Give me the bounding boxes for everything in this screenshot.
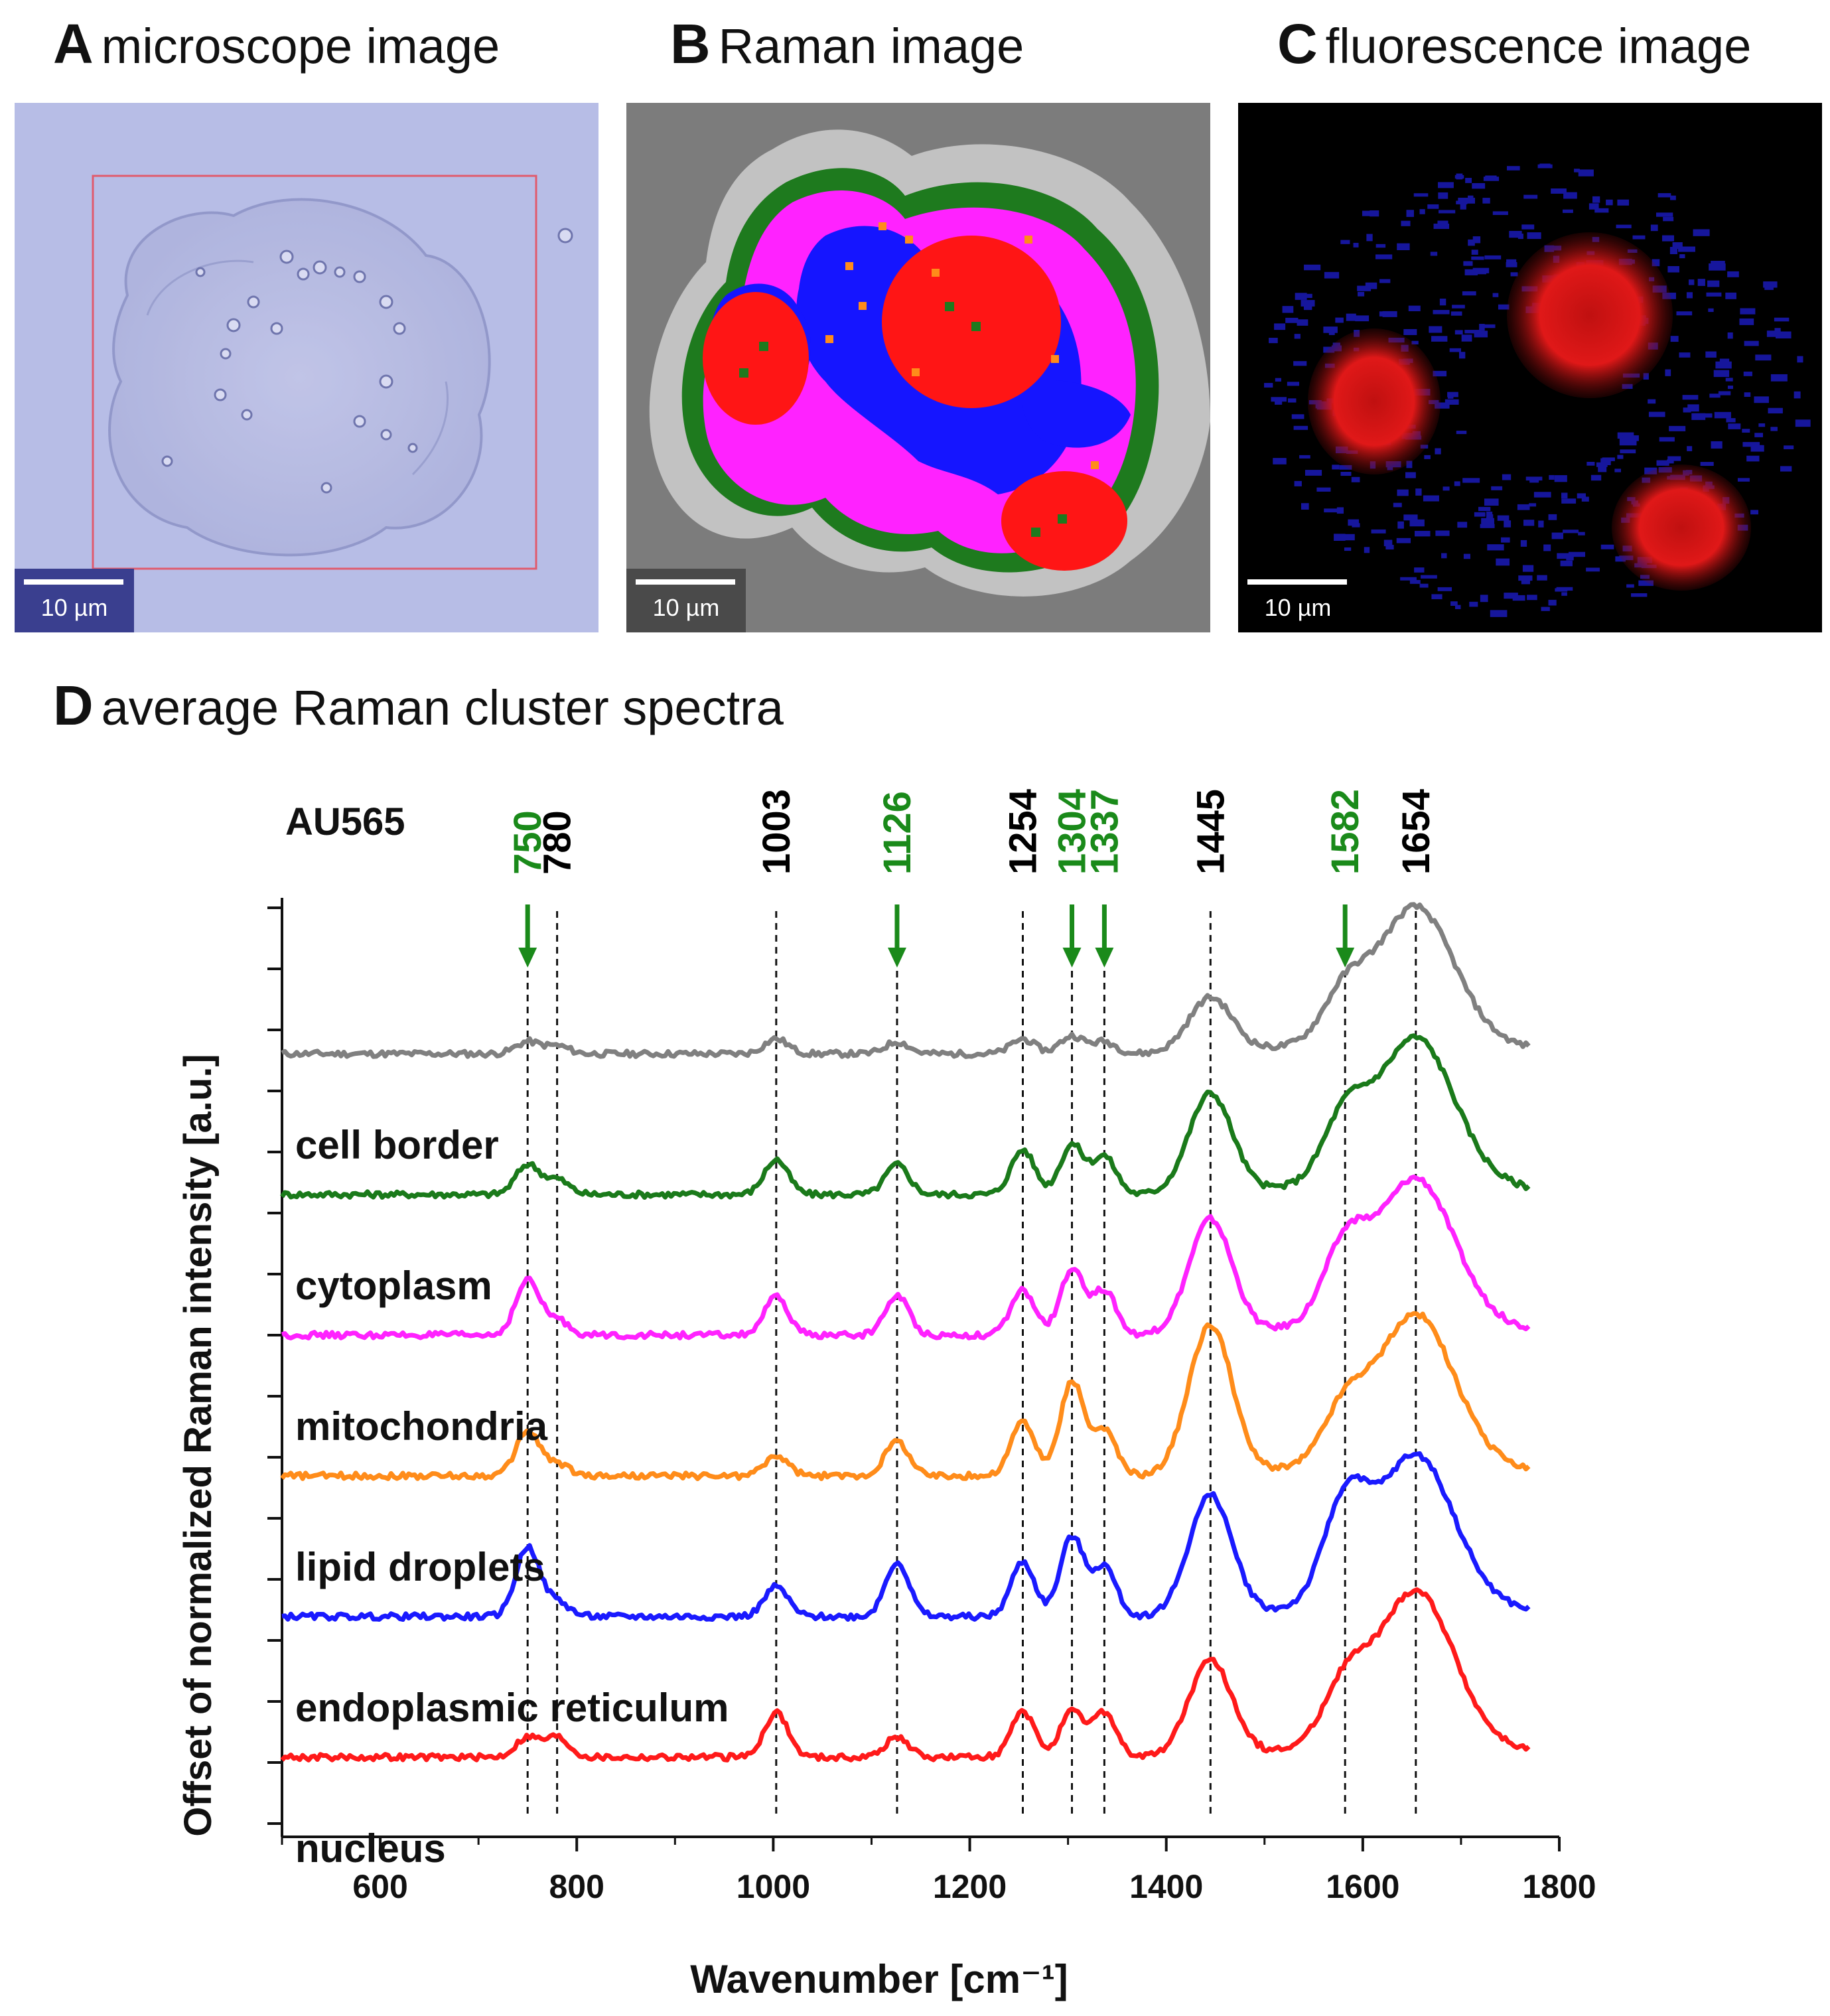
series-line-blue [281,1451,1531,1622]
microscope-cell-drawing [92,175,573,570]
x-tick-label: 800 [549,1868,604,1905]
fluorescence-image: 10 µm [1238,103,1822,632]
spectra-series [280,902,1531,1763]
peak-label-1582: 1582 [1324,789,1367,875]
panel-c-letter: C [1277,13,1318,75]
peak-label-1126: 1126 [876,791,919,875]
peak-arrow-head-1582 [1336,948,1355,968]
series-label: cytoplasm [295,1263,492,1308]
series-labels: cell border cytoplasm mitochondria lipid dr… [295,1123,729,1871]
x-tick-label: 1600 [1326,1868,1399,1905]
peak-label-1304: 1304 [1051,789,1094,875]
panel-b-letter: B [670,13,711,75]
panel-b-title: B Raman image [670,12,1024,76]
scalebar-line [24,579,123,585]
series-label: lipid droplets [295,1545,545,1589]
panel-c-title-text: fluorescence image [1325,19,1752,74]
peak-arrow-head-1304 [1062,948,1082,968]
x-tick-label: 600 [352,1868,407,1905]
peak-arrow-head-1126 [887,948,906,968]
x-tick-label: 1200 [933,1868,1007,1905]
x-tick-label: 1000 [737,1868,810,1905]
peak-label-780: 780 [536,810,579,875]
series-label: mitochondria [295,1404,548,1449]
x-tick-label: 1400 [1129,1868,1203,1905]
series-line-gray [281,902,1531,1059]
peak-label-1654: 1654 [1395,789,1438,875]
scalebar-line [636,579,735,585]
peak-label-1337: 1337 [1083,789,1126,875]
panel-a-letter: A [53,13,94,75]
series-label-nucleus: nucleus [295,1826,446,1871]
y-axis-label: Offset of normalized Raman intensity [a.… [176,1054,220,1836]
chart-axes: 600 800 1000 1200 1400 1600 1800 [267,898,1596,1905]
peak-label-1445: 1445 [1189,789,1232,875]
scalebar-label: 10 µm [1264,594,1332,621]
scalebar-label: 10 µm [40,594,108,621]
x-axis-label: Wavenumber [cm⁻¹] [690,1957,1068,2001]
peak-label-1254: 1254 [1002,789,1045,875]
raman-image: 10 µm [626,103,1210,632]
fluorescence-drawing [1264,163,1811,617]
panel-a-title-text: microscope image [101,19,500,74]
fluorescence-scalebar: 10 µm [1238,569,1358,632]
panel-d-title-text: average Raman cluster spectra [101,680,784,735]
microscope-scalebar: 10 µm [15,569,134,632]
series-label: endoplasmic reticulum [295,1686,729,1730]
panel-d-letter: D [53,674,94,737]
series-line-orange [280,1311,1531,1481]
raman-cluster-map [649,129,1210,597]
scalebar-label: 10 µm [652,594,720,621]
peak-label-1003: 1003 [755,789,798,875]
peak-arrow-head-750 [518,948,537,968]
x-tick-label: 1800 [1522,1868,1596,1905]
series-line-green [280,1033,1531,1200]
series-label: cell border [295,1123,499,1167]
raman-scalebar: 10 µm [626,569,746,632]
peak-arrow-head-1337 [1095,948,1114,968]
series-line-magenta [281,1175,1531,1340]
sample-label: AU565 [285,800,405,843]
series-line-red [280,1587,1531,1763]
panel-b-title-text: Raman image [718,19,1024,74]
microscope-image: 10 µm [15,103,598,632]
scalebar-line [1247,579,1347,585]
peak-label-750: 750 [506,810,549,875]
